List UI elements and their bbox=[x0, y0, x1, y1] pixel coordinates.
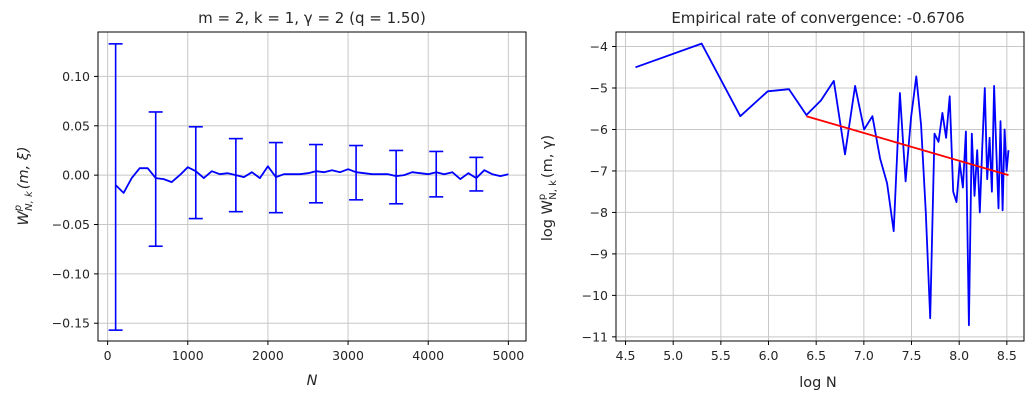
right-y-tick-label: −11 bbox=[582, 329, 608, 344]
left-x-tick-label: 0 bbox=[104, 348, 112, 363]
left-y-tick-label: 0.05 bbox=[62, 118, 90, 133]
right-y-axis-label: log WpN, k(m, γ) bbox=[537, 135, 559, 241]
right-y-tick-label: −5 bbox=[590, 80, 608, 95]
left-series-line-0 bbox=[114, 165, 509, 194]
left-y-tick-label: 0.00 bbox=[62, 168, 90, 183]
right-y-tick-label: −8 bbox=[590, 205, 608, 220]
right-x-tick-label: 5.5 bbox=[711, 348, 731, 363]
right-x-tick-label: 8.5 bbox=[997, 348, 1017, 363]
left-ticks: 0 1000 2000 3000 4000 5000 −0.15 −0.10 −0.05 0.00… bbox=[52, 69, 525, 363]
left-y-tick-label: −0.15 bbox=[52, 316, 90, 331]
right-x-tick-label: 7.0 bbox=[854, 348, 874, 363]
left-x-tick-label: 2000 bbox=[252, 348, 284, 363]
right-series-line-1 bbox=[806, 115, 1009, 176]
left-x-tick-label: 5000 bbox=[492, 348, 524, 363]
right-y-tick-label: −6 bbox=[590, 122, 608, 137]
right-y-tick-label: −9 bbox=[590, 246, 608, 261]
left-plot-frame bbox=[97, 31, 527, 342]
right-y-tick-label: −4 bbox=[590, 39, 608, 54]
right-x-tick-label: 7.5 bbox=[902, 348, 922, 363]
left-x-tick-label: 1000 bbox=[172, 348, 204, 363]
left-y-axis-label: WpN, k(m, ξ) bbox=[13, 146, 35, 225]
left-y-tick-label: −0.05 bbox=[52, 217, 90, 232]
left-y-tick-label: −0.10 bbox=[52, 266, 90, 281]
left-x-axis-label: N bbox=[307, 373, 318, 389]
right-x-tick-label: 6.5 bbox=[806, 348, 826, 363]
right-x-tick-label: 5.0 bbox=[663, 348, 683, 363]
right-plot-frame bbox=[615, 31, 1025, 342]
right-grid bbox=[616, 32, 1024, 341]
left-y-tick-label: 0.10 bbox=[62, 69, 90, 84]
left-chart: m = 2, k = 1, γ = 2 (q = 1.50) 0 1000 2000… bbox=[13, 9, 527, 389]
left-x-tick-label: 3000 bbox=[332, 348, 364, 363]
right-x-axis-label: log N bbox=[799, 375, 837, 391]
right-x-tick-label: 8.0 bbox=[949, 348, 969, 363]
left-grid bbox=[98, 32, 526, 341]
right-x-tick-label: 4.5 bbox=[616, 348, 636, 363]
left-x-tick-label: 4000 bbox=[412, 348, 444, 363]
right-x-tick-label: 6.0 bbox=[759, 348, 779, 363]
right-y-tick-label: −10 bbox=[582, 288, 608, 303]
left-chart-title: m = 2, k = 1, γ = 2 (q = 1.50) bbox=[198, 9, 426, 27]
right-y-tick-label: −7 bbox=[590, 163, 608, 178]
right-ticks: 4.5 5.0 5.5 6.0 6.5 7.0 7.5 8.0 8.5 −11 −10 −9 −8 −7 −… bbox=[582, 39, 1017, 363]
right-chart: Empirical rate of convergence: -0.6706 4… bbox=[537, 9, 1025, 391]
right-chart-title: Empirical rate of convergence: -0.6706 bbox=[671, 9, 964, 27]
right-series bbox=[635, 42, 1010, 327]
left-series bbox=[108, 43, 509, 331]
right-series-line-0 bbox=[635, 42, 1010, 327]
